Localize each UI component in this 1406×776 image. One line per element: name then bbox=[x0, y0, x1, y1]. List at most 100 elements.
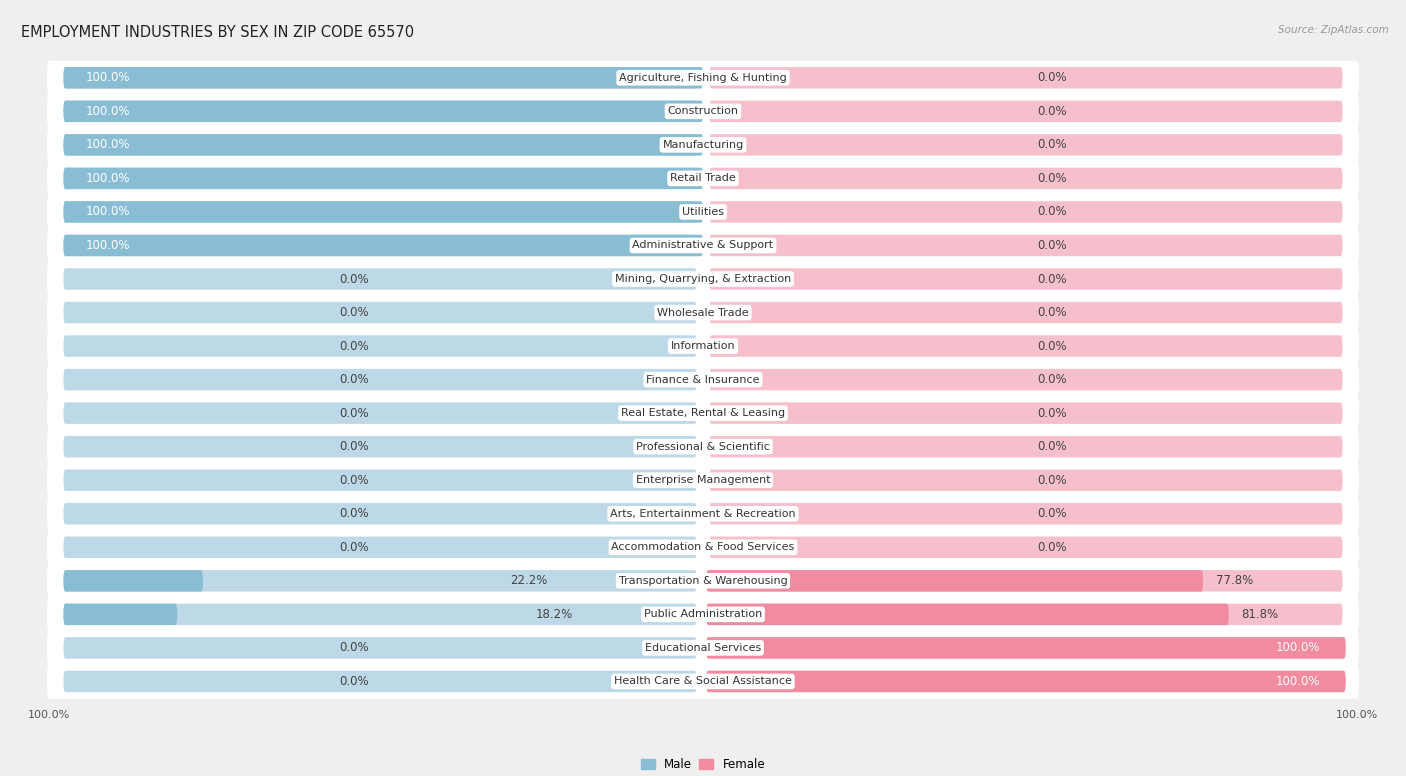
FancyBboxPatch shape bbox=[46, 497, 1360, 531]
Text: Transportation & Warehousing: Transportation & Warehousing bbox=[619, 576, 787, 586]
Text: 100.0%: 100.0% bbox=[86, 105, 131, 118]
Text: 0.0%: 0.0% bbox=[1038, 508, 1067, 520]
FancyBboxPatch shape bbox=[63, 670, 696, 692]
FancyBboxPatch shape bbox=[710, 403, 1343, 424]
Text: 0.0%: 0.0% bbox=[339, 306, 368, 319]
FancyBboxPatch shape bbox=[710, 168, 1343, 189]
FancyBboxPatch shape bbox=[63, 201, 703, 223]
Text: Information: Information bbox=[671, 341, 735, 351]
FancyBboxPatch shape bbox=[46, 161, 1360, 196]
Text: 0.0%: 0.0% bbox=[339, 473, 368, 487]
FancyBboxPatch shape bbox=[63, 369, 696, 390]
Text: 100.0%: 100.0% bbox=[86, 206, 131, 218]
Text: 0.0%: 0.0% bbox=[339, 340, 368, 352]
Text: 0.0%: 0.0% bbox=[1038, 172, 1067, 185]
FancyBboxPatch shape bbox=[710, 369, 1343, 390]
Text: 22.2%: 22.2% bbox=[510, 574, 547, 587]
FancyBboxPatch shape bbox=[63, 570, 696, 591]
Text: Utilities: Utilities bbox=[682, 207, 724, 217]
Text: 100.0%: 100.0% bbox=[28, 710, 70, 720]
FancyBboxPatch shape bbox=[63, 235, 696, 256]
FancyBboxPatch shape bbox=[63, 335, 696, 357]
Text: 100.0%: 100.0% bbox=[1275, 675, 1320, 688]
FancyBboxPatch shape bbox=[63, 101, 703, 122]
Text: 0.0%: 0.0% bbox=[1038, 206, 1067, 218]
FancyBboxPatch shape bbox=[710, 536, 1343, 558]
FancyBboxPatch shape bbox=[710, 503, 1343, 525]
Text: Administrative & Support: Administrative & Support bbox=[633, 241, 773, 251]
Text: 0.0%: 0.0% bbox=[1038, 138, 1067, 151]
FancyBboxPatch shape bbox=[63, 67, 696, 88]
FancyBboxPatch shape bbox=[710, 604, 1343, 625]
Text: 0.0%: 0.0% bbox=[339, 642, 368, 654]
FancyBboxPatch shape bbox=[46, 262, 1360, 296]
FancyBboxPatch shape bbox=[46, 463, 1360, 497]
Text: 0.0%: 0.0% bbox=[1038, 105, 1067, 118]
Text: Retail Trade: Retail Trade bbox=[671, 173, 735, 183]
Text: Mining, Quarrying, & Extraction: Mining, Quarrying, & Extraction bbox=[614, 274, 792, 284]
FancyBboxPatch shape bbox=[710, 670, 1343, 692]
Text: 100.0%: 100.0% bbox=[86, 172, 131, 185]
Text: 0.0%: 0.0% bbox=[1038, 239, 1067, 252]
FancyBboxPatch shape bbox=[710, 101, 1343, 122]
Text: 0.0%: 0.0% bbox=[339, 373, 368, 386]
FancyBboxPatch shape bbox=[710, 335, 1343, 357]
Text: Source: ZipAtlas.com: Source: ZipAtlas.com bbox=[1278, 25, 1389, 35]
FancyBboxPatch shape bbox=[63, 469, 696, 491]
FancyBboxPatch shape bbox=[63, 403, 696, 424]
Text: 0.0%: 0.0% bbox=[339, 508, 368, 520]
FancyBboxPatch shape bbox=[46, 598, 1360, 632]
Text: 0.0%: 0.0% bbox=[339, 407, 368, 420]
FancyBboxPatch shape bbox=[46, 631, 1360, 665]
FancyBboxPatch shape bbox=[63, 134, 703, 156]
FancyBboxPatch shape bbox=[710, 436, 1343, 457]
Text: 100.0%: 100.0% bbox=[86, 71, 131, 85]
FancyBboxPatch shape bbox=[63, 67, 703, 88]
FancyBboxPatch shape bbox=[63, 268, 696, 289]
FancyBboxPatch shape bbox=[710, 268, 1343, 289]
Text: 100.0%: 100.0% bbox=[1336, 710, 1378, 720]
Text: Wholesale Trade: Wholesale Trade bbox=[657, 307, 749, 317]
Text: 100.0%: 100.0% bbox=[1275, 642, 1320, 654]
FancyBboxPatch shape bbox=[46, 128, 1360, 162]
FancyBboxPatch shape bbox=[63, 101, 696, 122]
FancyBboxPatch shape bbox=[706, 604, 1229, 625]
FancyBboxPatch shape bbox=[63, 503, 696, 525]
FancyBboxPatch shape bbox=[710, 67, 1343, 88]
Text: 0.0%: 0.0% bbox=[339, 675, 368, 688]
Text: 0.0%: 0.0% bbox=[1038, 340, 1067, 352]
Text: 0.0%: 0.0% bbox=[339, 440, 368, 453]
FancyBboxPatch shape bbox=[46, 61, 1360, 95]
Text: Construction: Construction bbox=[668, 106, 738, 116]
Text: Health Care & Social Assistance: Health Care & Social Assistance bbox=[614, 677, 792, 687]
Text: 0.0%: 0.0% bbox=[1038, 440, 1067, 453]
FancyBboxPatch shape bbox=[46, 396, 1360, 430]
Text: 81.8%: 81.8% bbox=[1241, 608, 1278, 621]
Text: Accommodation & Food Services: Accommodation & Food Services bbox=[612, 542, 794, 553]
FancyBboxPatch shape bbox=[706, 670, 1346, 692]
FancyBboxPatch shape bbox=[46, 329, 1360, 363]
Text: 77.8%: 77.8% bbox=[1216, 574, 1253, 587]
FancyBboxPatch shape bbox=[710, 235, 1343, 256]
Text: Enterprise Management: Enterprise Management bbox=[636, 475, 770, 485]
FancyBboxPatch shape bbox=[46, 430, 1360, 464]
FancyBboxPatch shape bbox=[63, 201, 696, 223]
Text: Educational Services: Educational Services bbox=[645, 643, 761, 653]
FancyBboxPatch shape bbox=[63, 302, 696, 324]
Text: 0.0%: 0.0% bbox=[1038, 306, 1067, 319]
FancyBboxPatch shape bbox=[46, 94, 1360, 129]
Text: 100.0%: 100.0% bbox=[86, 138, 131, 151]
FancyBboxPatch shape bbox=[63, 604, 696, 625]
FancyBboxPatch shape bbox=[46, 664, 1360, 698]
FancyBboxPatch shape bbox=[46, 563, 1360, 598]
FancyBboxPatch shape bbox=[710, 637, 1343, 659]
FancyBboxPatch shape bbox=[710, 469, 1343, 491]
Text: 0.0%: 0.0% bbox=[339, 272, 368, 286]
FancyBboxPatch shape bbox=[63, 168, 703, 189]
Text: Arts, Entertainment & Recreation: Arts, Entertainment & Recreation bbox=[610, 509, 796, 519]
FancyBboxPatch shape bbox=[710, 201, 1343, 223]
FancyBboxPatch shape bbox=[46, 228, 1360, 262]
Text: 0.0%: 0.0% bbox=[1038, 407, 1067, 420]
Text: 0.0%: 0.0% bbox=[1038, 272, 1067, 286]
FancyBboxPatch shape bbox=[46, 296, 1360, 330]
